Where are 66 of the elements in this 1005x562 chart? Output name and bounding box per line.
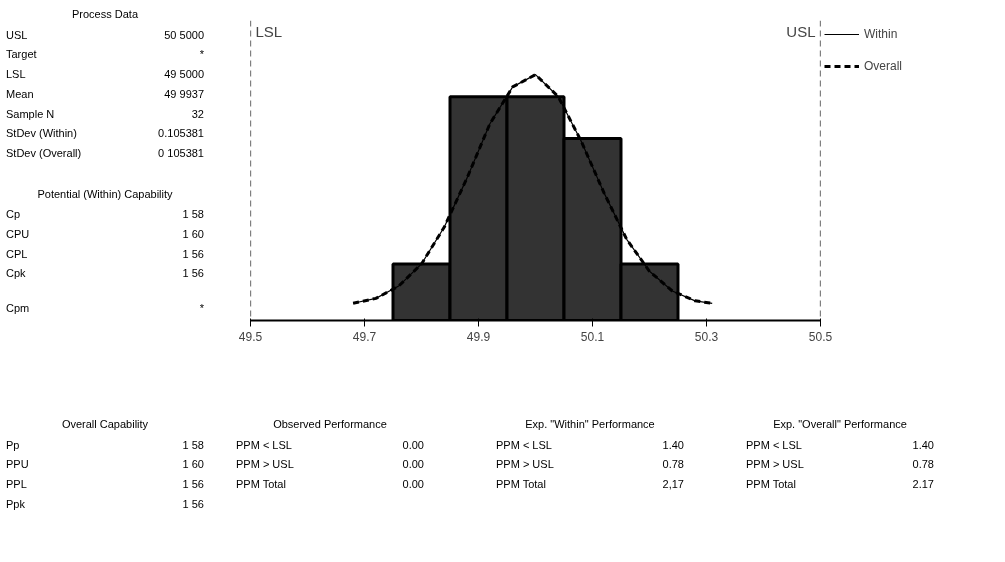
text: 49 9937 xyxy=(163,86,205,102)
text: Mean xyxy=(5,86,35,102)
text: 0.78 xyxy=(661,457,685,473)
text: Sample N xyxy=(5,106,56,122)
text: PPU xyxy=(5,457,30,473)
text: 1 60 xyxy=(181,457,205,473)
text: CPU xyxy=(5,227,31,243)
text: 1 56 xyxy=(181,477,205,493)
text: Target xyxy=(5,47,38,63)
text: CPL xyxy=(5,246,29,262)
text: 2.17 xyxy=(911,477,935,493)
text: 49 5000 xyxy=(163,67,205,83)
text: PPM > USL xyxy=(495,457,555,473)
text: PPM Total xyxy=(495,477,547,493)
text: 0 105381 xyxy=(157,145,205,161)
text: 1 58 xyxy=(181,437,205,453)
text: Potential (Within) Capability xyxy=(36,186,174,202)
text: 1 60 xyxy=(181,227,205,243)
text: 0.00 xyxy=(401,437,425,453)
text: Ppk xyxy=(5,496,26,512)
text: Exp. "Overall" Performance xyxy=(772,417,908,432)
text: 0.00 xyxy=(401,457,425,473)
text: * xyxy=(198,47,205,63)
text: USL xyxy=(5,27,29,43)
text: 1 58 xyxy=(181,207,205,223)
x-tick-label: 49.7 xyxy=(352,329,377,344)
text: Cpk xyxy=(5,266,27,282)
text: Pp xyxy=(5,437,21,453)
ref-line-label: LSL xyxy=(255,22,283,40)
text: Cp xyxy=(5,207,22,223)
text: LSL xyxy=(5,67,27,83)
text: PPM Total xyxy=(745,477,797,493)
text: 1 56 xyxy=(181,496,205,512)
text: PPM < LSL xyxy=(235,437,293,453)
text: 2,17 xyxy=(661,477,685,493)
text: Exp. "Within" Performance xyxy=(524,417,656,432)
ref-line-label: USL xyxy=(786,22,816,40)
text: StDev (Overall) xyxy=(5,145,83,161)
text: PPM > USL xyxy=(745,457,805,473)
text: Process Data xyxy=(71,7,139,22)
text: 1.40 xyxy=(661,437,685,453)
text: 1 56 xyxy=(181,266,205,282)
x-tick-label: 49.5 xyxy=(238,329,263,344)
text: PPM < LSL xyxy=(495,437,553,453)
text: StDev (Within) xyxy=(5,126,78,142)
text: 1 56 xyxy=(181,246,205,262)
text: 1.40 xyxy=(911,437,935,453)
legend-label: Overall xyxy=(864,59,903,73)
legend-label: Within xyxy=(864,27,898,41)
text: PPM < LSL xyxy=(745,437,803,453)
text: PPM Total xyxy=(235,477,287,493)
text: PPL xyxy=(5,477,28,493)
x-tick-label: 49.9 xyxy=(466,329,491,344)
text: 32 xyxy=(190,106,205,122)
text: 0.00 xyxy=(401,477,425,493)
text: 50 5000 xyxy=(163,27,205,43)
text: Cpm xyxy=(5,301,31,317)
text: Observed Performance xyxy=(272,417,388,432)
x-tick-label: 50.3 xyxy=(694,329,719,344)
x-tick-label: 50.1 xyxy=(580,329,605,344)
text: Overall Capability xyxy=(60,417,150,432)
text: 0.105381 xyxy=(157,126,205,142)
text: * xyxy=(198,301,205,317)
text: PPM > USL xyxy=(235,457,295,473)
x-tick-label: 50.5 xyxy=(808,329,833,344)
text: 0.78 xyxy=(911,457,935,473)
